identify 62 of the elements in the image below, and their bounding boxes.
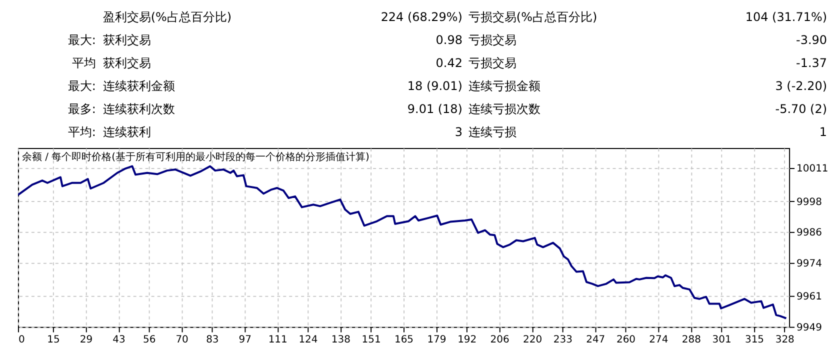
x-tick-label: 43 bbox=[112, 334, 126, 346]
text: 1 bbox=[819, 125, 827, 140]
line-series bbox=[18, 165, 788, 320]
x-tick-label: 260 bbox=[616, 334, 636, 346]
y-tick-label: 9949 bbox=[796, 322, 822, 334]
y-tick-label: 10011 bbox=[796, 164, 828, 175]
x-tick-label: 274 bbox=[649, 334, 668, 346]
text: 盈利交易(%占总百分比) bbox=[102, 10, 232, 24]
x-tick-label: 97 bbox=[238, 334, 252, 346]
text: 18 (9.01) bbox=[407, 79, 462, 94]
chart-title: 余额 / 每个即时价格(基于所有可利用的最小时段的每一个价格的分形插值计算) bbox=[22, 151, 370, 164]
x-tick-label: 111 bbox=[268, 334, 288, 346]
text: 最多: bbox=[68, 102, 96, 116]
text: 连续亏损金额 bbox=[468, 79, 540, 94]
text: 0.98 bbox=[436, 33, 462, 48]
x-tick-label: 56 bbox=[142, 334, 156, 346]
text: 连续亏损 bbox=[468, 125, 516, 140]
text: 亏损交易 bbox=[468, 33, 516, 48]
x-tick-label: 179 bbox=[427, 334, 446, 346]
text: -5.70 (2) bbox=[775, 102, 827, 116]
x-tick-label: 29 bbox=[80, 334, 93, 346]
text: 连续获利金额 bbox=[102, 79, 175, 94]
text: 连续获利次数 bbox=[102, 102, 175, 116]
x-tick-label: 124 bbox=[298, 334, 318, 346]
x-tick-label: 247 bbox=[586, 334, 606, 346]
text: -1.37 bbox=[796, 56, 827, 70]
x-tick-label: 288 bbox=[682, 334, 701, 346]
x-tick-label: 151 bbox=[362, 334, 381, 346]
text: 获利交易 bbox=[102, 56, 151, 70]
x-tick-label: 315 bbox=[744, 334, 764, 346]
y-tick-label: 9961 bbox=[796, 292, 822, 303]
y-tick-label: 9998 bbox=[796, 196, 822, 208]
x-tick-label: 83 bbox=[206, 334, 219, 346]
text: 最大: bbox=[68, 33, 96, 48]
text: 获利交易 bbox=[102, 33, 151, 48]
text: 9.01 (18) bbox=[407, 102, 462, 116]
x-tick-label: 220 bbox=[523, 334, 542, 346]
text: 3 (-2.20) bbox=[775, 79, 827, 94]
x-tick-label: 165 bbox=[394, 334, 414, 346]
text: 亏损交易(%占总百分比) bbox=[468, 10, 598, 24]
y-tick-label: 9974 bbox=[796, 258, 822, 270]
text: 104 (31.71%) bbox=[745, 10, 827, 24]
text: 最大: bbox=[68, 79, 96, 94]
text: 3 bbox=[454, 125, 462, 140]
text: 连续获利 bbox=[102, 125, 151, 140]
x-tick-label: 192 bbox=[458, 334, 477, 346]
x-tick-label: 15 bbox=[47, 334, 60, 346]
text: 224 (68.29%) bbox=[380, 10, 462, 24]
x-tick-label: 0 bbox=[18, 334, 25, 346]
x-tick-label: 70 bbox=[176, 334, 188, 346]
x-tick-label: 233 bbox=[553, 334, 572, 346]
x-tick-label: 328 bbox=[775, 334, 794, 346]
x-tick-label: 138 bbox=[331, 334, 350, 346]
x-tick-label: 301 bbox=[712, 334, 732, 346]
text: -3.90 bbox=[796, 33, 827, 48]
text: 平均 bbox=[72, 56, 96, 70]
x-tick-label: 206 bbox=[490, 334, 510, 346]
text: 亏损交易 bbox=[468, 56, 516, 70]
text: 平均: bbox=[68, 125, 96, 140]
text: 0.42 bbox=[436, 56, 462, 70]
text: 连续亏损次数 bbox=[468, 102, 540, 116]
y-tick-label: 9986 bbox=[796, 228, 822, 239]
